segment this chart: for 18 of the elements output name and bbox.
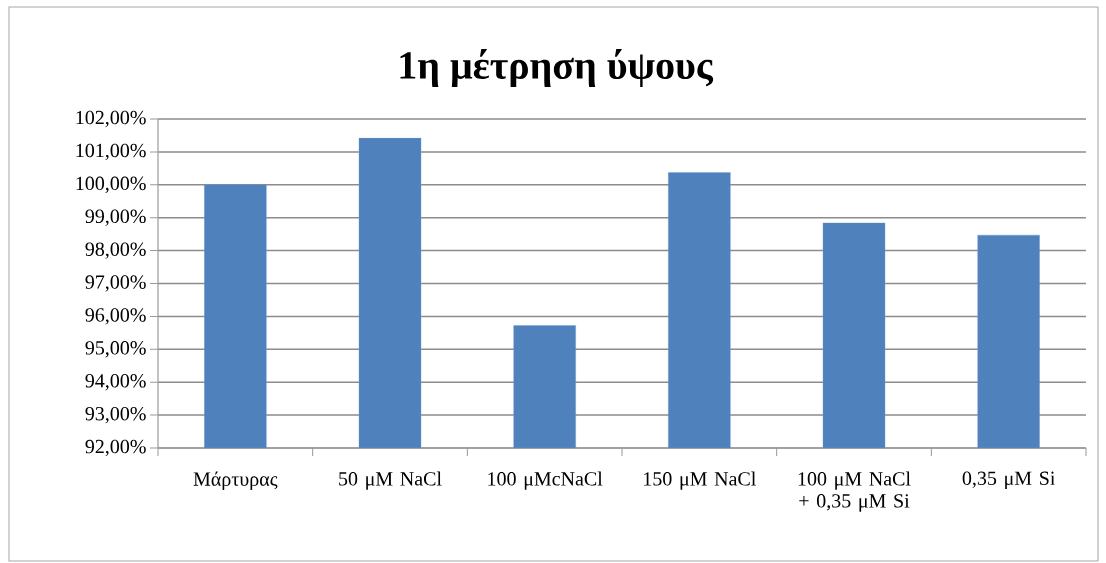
y-tick-label: 97,00%: [85, 275, 146, 292]
y-tick-label: 98,00%: [85, 242, 146, 259]
y-tick-label: 99,00%: [85, 209, 146, 226]
chart-title: 1η μέτρηση ύψους: [400, 48, 714, 88]
x-tick-label: 0,35 μM Si: [962, 471, 1056, 490]
y-tick-label: 95,00%: [85, 341, 146, 358]
x-tick-label: 150 μM NaCl: [644, 471, 756, 490]
y-tick-label: 101,00%: [76, 143, 146, 161]
y-tick-label: 93,00%: [85, 406, 146, 424]
y-tick-label: 102,00%: [76, 110, 146, 128]
x-tick-label: 100 μMcNaCl: [488, 471, 603, 490]
y-tick-label: 100,00%: [76, 176, 146, 193]
y-tick-label: 94,00%: [85, 374, 146, 391]
x-tick-label: Μάρτυρας: [193, 471, 278, 490]
y-tick-label: 96,00%: [85, 308, 146, 325]
x-tick-label: 100 μM NaCl + 0,35 μM Si: [798, 471, 911, 512]
y-tick-label: 92,00%: [85, 439, 146, 457]
x-tick-label: 50 μM NaCl: [339, 471, 442, 490]
